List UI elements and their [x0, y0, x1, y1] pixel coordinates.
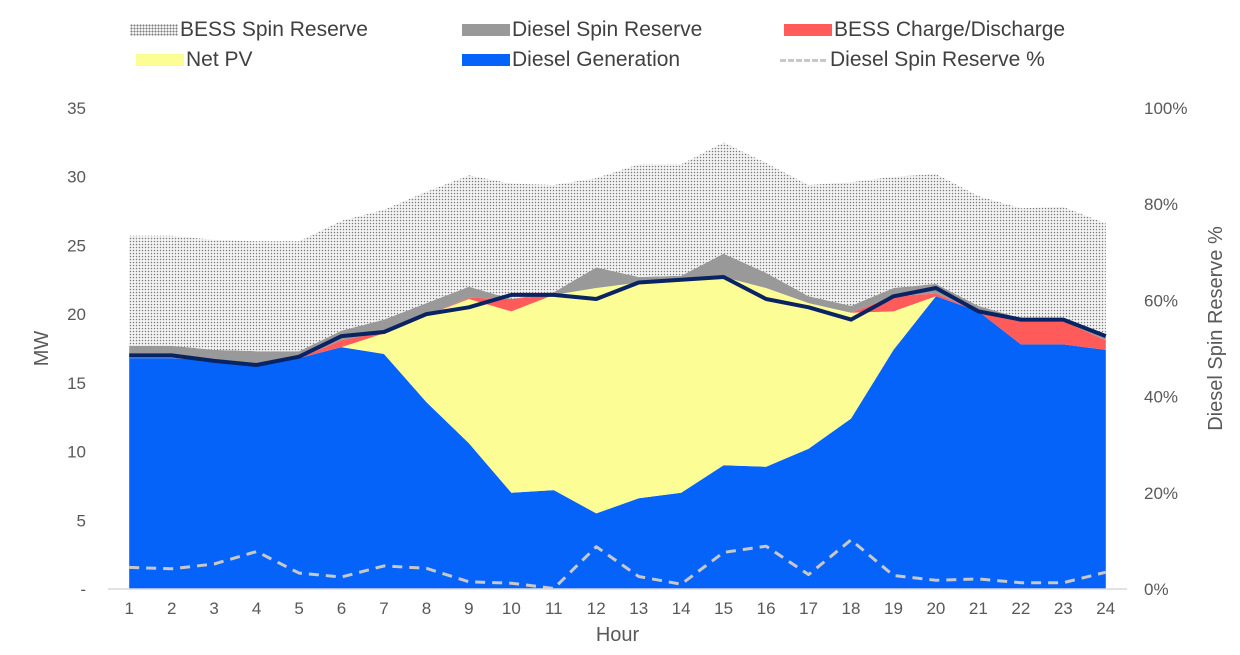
x-tick-label: 7: [379, 599, 388, 618]
legend-item: Diesel Generation: [462, 48, 680, 72]
x-tick-label: 5: [294, 599, 303, 618]
x-tick-label: 6: [337, 599, 346, 618]
y2-tick-label: 40%: [1144, 388, 1178, 407]
x-tick-label: 21: [969, 599, 988, 618]
x-tick-label: 20: [926, 599, 945, 618]
legend-label: Diesel Spin Reserve: [512, 18, 703, 41]
y-tick-label: -: [80, 580, 86, 599]
x-tick-label: 18: [842, 599, 861, 618]
x-tick-label: 22: [1011, 599, 1030, 618]
x-tick-label: 14: [672, 599, 691, 618]
y-tick-label: 35: [67, 99, 86, 118]
legend-label: Diesel Generation: [512, 48, 681, 71]
x-tick-label: 11: [545, 599, 563, 618]
y-tick-label: 5: [77, 511, 86, 530]
x-tick-label: 1: [124, 599, 133, 618]
y2-axis-title: Diesel Spin Reserve %: [1205, 226, 1227, 431]
legend-label: BESS Charge/Discharge: [834, 18, 1066, 41]
x-tick-label: 15: [714, 599, 733, 618]
legend-label: Net PV: [186, 48, 253, 71]
bess-spin-reserve-area: [129, 142, 1106, 352]
y-tick-label: 10: [67, 443, 86, 462]
legend-item: BESS Spin Reserve: [130, 18, 368, 42]
y2-tick-label: 100%: [1144, 99, 1187, 118]
legend: BESS Spin Reserve Diesel Spin Reserve BE…: [0, 0, 1240, 80]
y-tick-label: 20: [67, 305, 86, 324]
y2-tick-label: 0%: [1144, 580, 1169, 599]
legend-item: Diesel Spin Reserve %: [780, 48, 1045, 72]
x-tick-label: 19: [884, 599, 903, 618]
x-tick-label: 8: [422, 599, 431, 618]
legend-item: BESS Charge/Discharge: [784, 18, 1065, 42]
legend-swatch: [136, 54, 184, 66]
y2-tick-label: 60%: [1144, 291, 1178, 310]
stacked-areas: [129, 142, 1106, 589]
x-tick-label: 2: [167, 599, 176, 618]
x-tick-label: 10: [502, 599, 521, 618]
y-axis-title: MW: [31, 331, 53, 367]
y-tick-label: 25: [67, 236, 86, 255]
x-tick-label: 24: [1096, 599, 1115, 618]
x-tick-label: 17: [799, 599, 818, 618]
y2-tick-label: 20%: [1144, 484, 1178, 503]
legend-swatch: [780, 58, 826, 62]
legend-swatch: [462, 54, 510, 66]
x-tick-label: 4: [252, 599, 261, 618]
net-pv-area: [129, 277, 1106, 514]
legend-item: Net PV: [136, 48, 253, 72]
x-tick-label: 9: [464, 599, 473, 618]
x-tick-label: 23: [1054, 599, 1073, 618]
diesel-spin-reserve-area: [129, 253, 1106, 364]
legend-label: Diesel Spin Reserve %: [830, 48, 1045, 71]
x-tick-label: 16: [757, 599, 776, 618]
series-lines: [129, 275, 1107, 590]
legend-item: Diesel Spin Reserve: [462, 18, 702, 42]
y-tick-label: 15: [67, 374, 86, 393]
legend-label: BESS Spin Reserve: [180, 18, 368, 41]
legend-swatch: [462, 24, 510, 36]
legend-swatch: [130, 24, 178, 36]
legend-swatch: [784, 24, 832, 36]
x-tick-label: 12: [587, 599, 606, 618]
total-load-line: [129, 275, 1107, 367]
diesel-generation-area: [129, 296, 1106, 589]
y2-tick-label: 80%: [1144, 195, 1178, 214]
x-tick-label: 13: [629, 599, 648, 618]
x-tick-label: 3: [209, 599, 218, 618]
x-axis-title: Hour: [596, 624, 640, 646]
y-tick-label: 30: [67, 168, 86, 187]
